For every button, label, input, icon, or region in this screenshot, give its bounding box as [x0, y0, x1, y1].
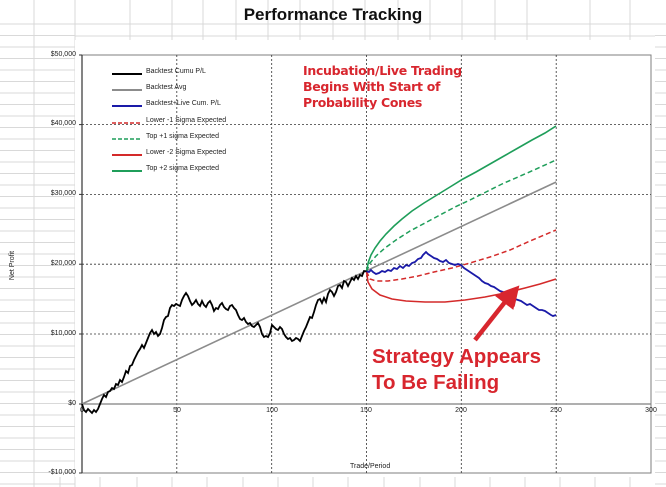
x-tick-label: 150 — [360, 407, 372, 414]
legend-item-lower-1-sigma: Lower -1 Sigma Expected — [112, 116, 227, 124]
x-tick-label: 250 — [550, 407, 562, 414]
chart-title: Performance Tracking — [243, 5, 423, 24]
legend-item-lower-2-sigma: Lower -2 Sigma Expected — [112, 148, 227, 156]
annotation-strategy-failing: Strategy Appears To Be Failing — [372, 345, 541, 394]
legend-item-top-2-sigma: Top +2 sigma Expected — [112, 165, 219, 173]
legend: Backtest Cumu P/L Backtest Avg Backtest+… — [112, 68, 282, 181]
x-tick-label: 50 — [173, 407, 181, 414]
series-lower-2-sigma — [365, 271, 557, 303]
x-tick-label: 0 — [80, 407, 84, 414]
gridlines — [82, 55, 651, 473]
series-lower-1-sigma — [365, 229, 557, 282]
x-tick-label: 300 — [645, 407, 657, 414]
arrow-icon — [473, 285, 520, 342]
y-axis-label: Net Profit — [9, 250, 17, 281]
series-backtest-avg — [81, 181, 557, 405]
series-top-2-sigma — [365, 125, 557, 272]
legend-item-top-1-sigma: Top +1 sigma Expected — [112, 132, 219, 140]
y-tick-label: $40,000 — [50, 120, 76, 127]
y-tick-label: $20,000 — [50, 260, 76, 267]
annotation-incubation: Incubation/Live Trading Begins With Star… — [303, 63, 462, 110]
legend-item-backtest-live: Backtest+Live Cum. P/L — [112, 100, 221, 108]
series-backtest-cumu — [81, 269, 367, 415]
y-tick-label: -$10,000 — [48, 469, 76, 476]
series-backtest-live — [366, 250, 557, 317]
x-tick-label: 200 — [455, 407, 467, 414]
legend-item-backtest-cumu: Backtest Cumu P/L — [112, 68, 206, 75]
y-tick-label: $0 — [68, 400, 76, 407]
x-tick-label: 100 — [266, 407, 278, 414]
x-axis-label: Trade/Period — [350, 463, 391, 470]
y-tick-label: $30,000 — [50, 190, 76, 197]
y-tick-label: $50,000 — [50, 51, 76, 58]
y-tick-label: $10,000 — [50, 330, 76, 337]
legend-item-backtest-avg: Backtest Avg — [112, 84, 187, 92]
